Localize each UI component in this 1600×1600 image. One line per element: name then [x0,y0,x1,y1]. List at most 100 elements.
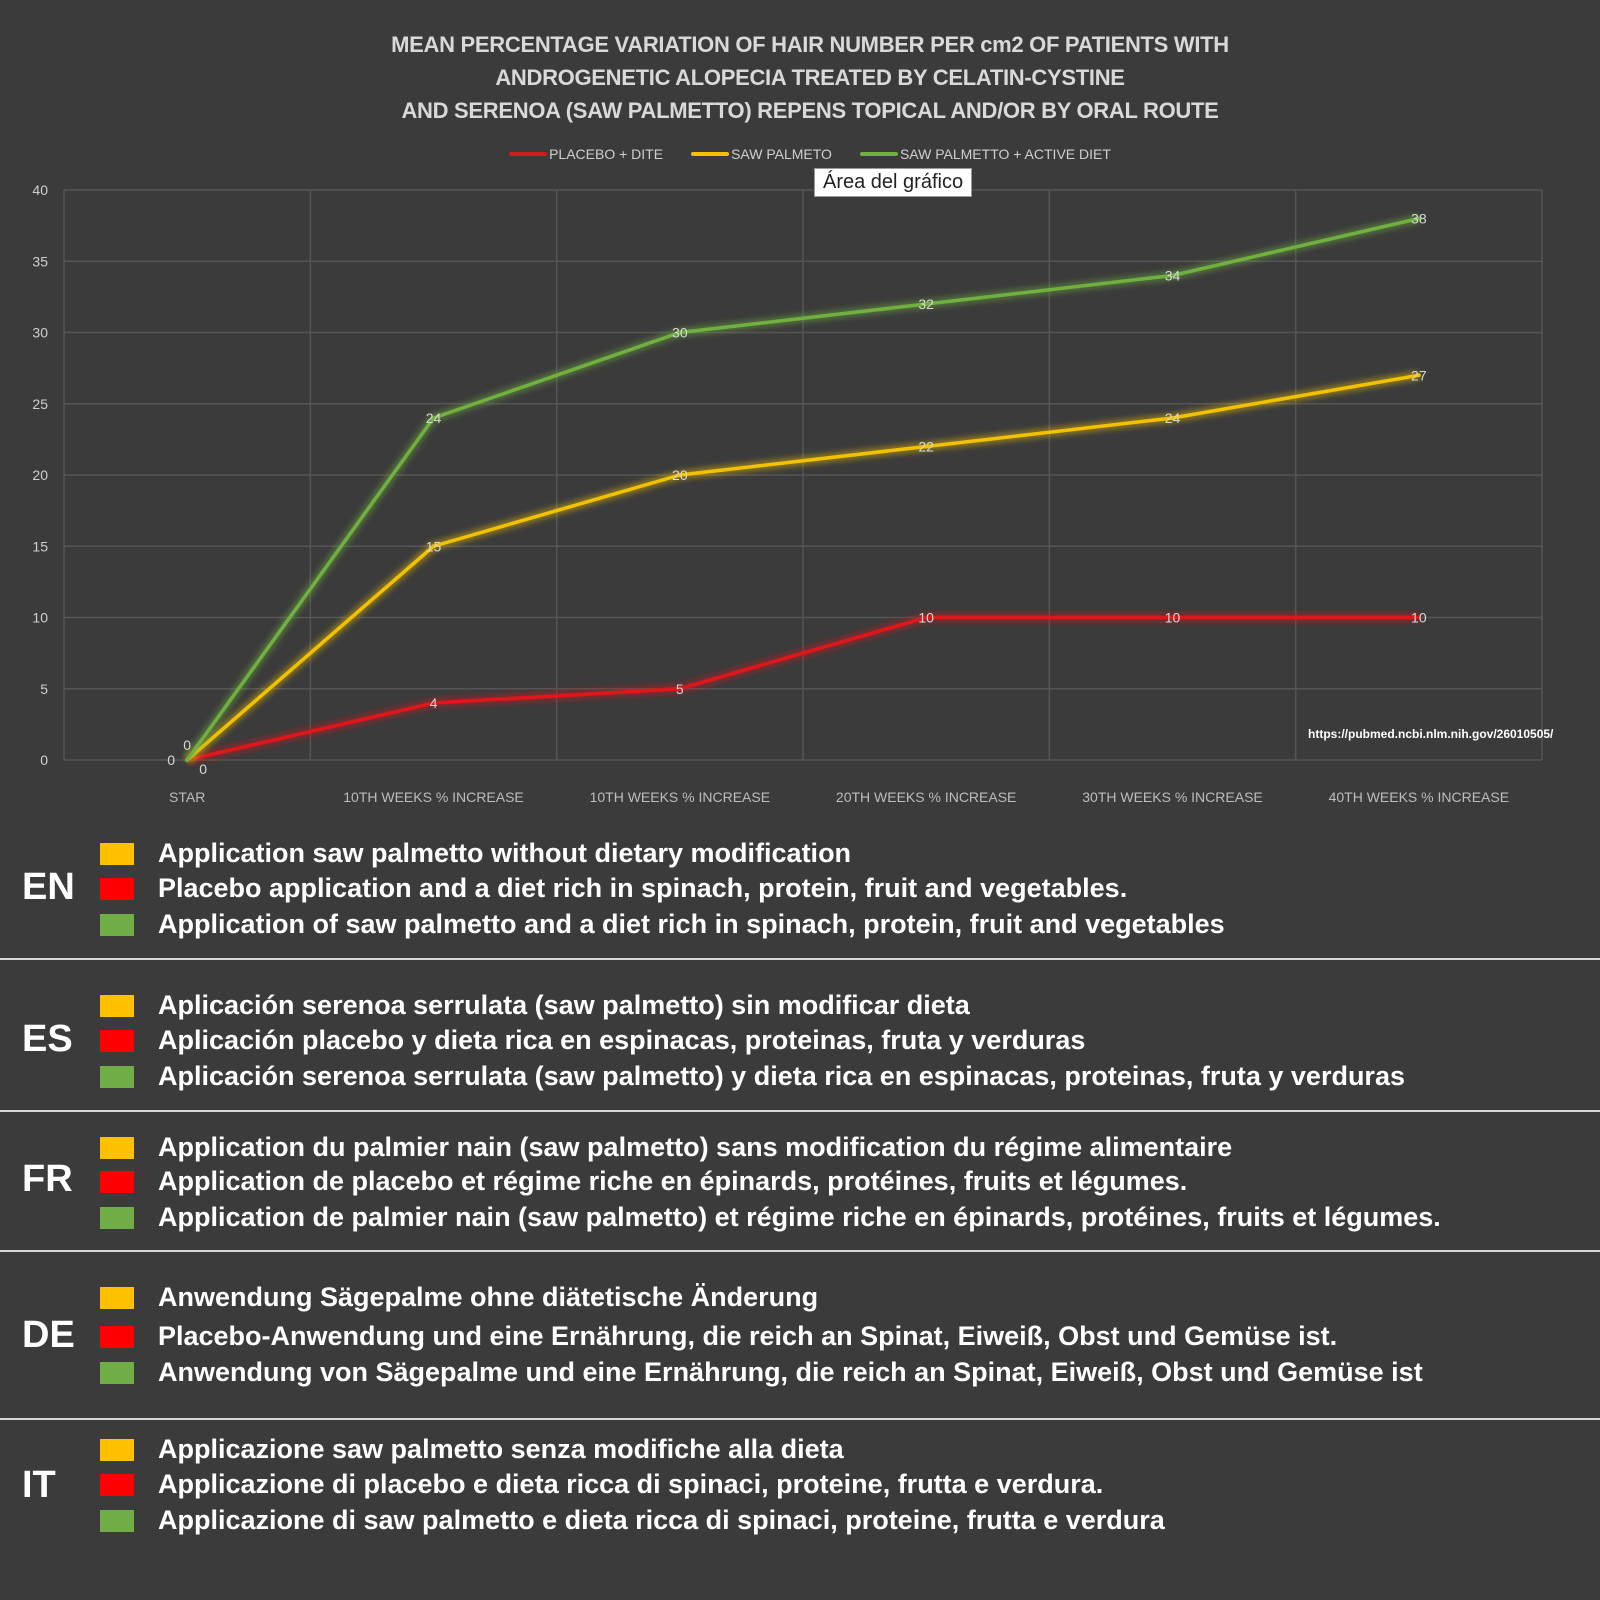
data-point [1170,615,1175,620]
legend-text: Applicazione di placebo e dieta ricca di… [158,1469,1104,1499]
data-point [924,302,929,306]
y-tick-label: 0 [40,752,48,768]
y-tick-label: 10 [32,610,48,626]
legend-row-red: Placebo-Anwendung und eine Ernährung, di… [100,1321,1337,1352]
data-point [677,330,682,335]
data-point [431,544,436,549]
data-point [677,686,682,691]
legend-item: SAW PALMETTO + ACTIVE DIET [859,146,1111,162]
data-point [1416,216,1421,221]
x-tick-label: 10TH WEEKS % INCREASE [343,789,524,805]
y-tick-label: 15 [32,538,48,554]
legend-text: Anwendung Sägepalme ohne diätetische Änd… [158,1282,819,1312]
legend-row-red: Placebo application and a diet rich in s… [100,873,1127,904]
data-point [431,701,436,705]
color-swatch [100,1206,134,1229]
data-label: 0 [183,737,191,753]
data-point [1416,615,1421,620]
data-label: 0 [199,761,207,777]
legend-text: Applicazione saw palmetto senza modifich… [158,1434,844,1464]
data-label: 20 [672,467,688,483]
data-label: 27 [1411,367,1427,383]
data-label: 0 [167,752,175,768]
series-line-2 [185,216,1420,762]
data-label: 22 [918,439,934,455]
legend-row-yellow: Application du palmier nain (saw palmett… [100,1132,1232,1163]
chart-area-tooltip: Área del gráfico [814,168,973,197]
legend-item: PLACEBO + DITE [509,146,663,162]
section-fr: FR Application du palmier nain (saw palme… [0,1112,1600,1252]
title-line: ANDROGENETIC ALOPECIA TREATED BY CELATIN… [495,65,1125,90]
legend-row-red: Aplicación placebo y dieta rica en espin… [100,1025,1085,1056]
section-en: EN Application saw palmetto without dieta… [0,820,1600,960]
legend-row-yellow: Applicazione saw palmetto senza modifich… [100,1434,844,1465]
x-tick-label: 30TH WEEKS % INCREASE [1082,789,1263,805]
data-label: 15 [426,538,442,554]
data-point [1170,273,1175,278]
color-swatch [100,1029,134,1052]
legend-text: Aplicación serenoa serrulata (saw palmet… [158,1061,1405,1091]
legend-row-yellow: Application saw palmetto without dietary… [100,838,851,869]
section-it: IT Applicazione saw palmetto senza modifi… [0,1420,1600,1600]
series-line-1 [186,373,1420,762]
title-line: AND SERENOA (SAW PALMETTO) REPENS TOPICA… [401,98,1219,123]
data-label: 4 [430,695,438,711]
y-tick-label: 40 [32,182,48,198]
language-code: DE [22,1314,75,1356]
language-code: EN [22,866,75,908]
legend-row-red: Applicazione di placebo e dieta ricca di… [100,1469,1103,1500]
legend-row-green: Application de palmier nain (saw palmett… [100,1202,1441,1233]
data-label: 10 [1411,610,1427,626]
data-point [677,473,682,477]
data-label: 5 [676,681,684,697]
legend-row-yellow: Anwendung Sägepalme ohne diätetische Änd… [100,1282,818,1313]
x-tick-label: STAR [169,789,205,805]
legend-text: Application of saw palmetto and a diet r… [158,909,1225,939]
legend-text: Application de placebo et régime riche e… [158,1166,1188,1196]
y-tick-label: 35 [32,253,48,269]
legend-text: Application du palmier nain (saw palmett… [158,1132,1233,1162]
color-swatch [100,1509,134,1532]
color-swatch [100,1325,134,1348]
legend-swatch [691,152,730,156]
language-code: FR [22,1158,73,1200]
x-tick-label: 40TH WEEKS % INCREASE [1329,789,1510,805]
color-swatch [100,1438,134,1461]
data-point [1416,373,1421,378]
legend-row-yellow: Aplicación serenoa serrulata (saw palmet… [100,990,970,1021]
legend-text: Anwendung von Sägepalme und eine Ernähru… [158,1357,1423,1387]
data-label: 24 [1165,410,1181,426]
data-label: 30 [672,325,688,341]
legend-swatch [509,152,548,156]
chart-title: MEAN PERCENTAGE VARIATION OF HAIR NUMBER… [0,28,1600,127]
section-es: ES Aplicación serenoa serrulata (saw palm… [0,962,1600,1112]
language-code: ES [22,1018,73,1060]
data-point [1170,416,1175,420]
color-swatch [100,1170,134,1193]
legend-row-green: Applicazione di saw palmetto e dieta ric… [100,1505,1165,1536]
legend-text: Application de palmier nain (saw palmett… [158,1202,1441,1232]
color-swatch [100,842,134,865]
legend-row-green: Aplicación serenoa serrulata (saw palmet… [100,1061,1405,1092]
data-point [185,758,190,762]
data-point [431,416,436,420]
legend-row-red: Application de placebo et régime riche e… [100,1166,1187,1197]
data-point [924,615,929,620]
data-label: 38 [1411,211,1427,227]
color-swatch [100,1473,134,1496]
data-label: 24 [426,410,442,426]
y-tick-label: 30 [32,325,48,341]
legend-text: Aplicación placebo y dieta rica en espin… [158,1025,1086,1055]
data-label: 10 [1165,610,1181,626]
source-url: https://pubmed.ncbi.nlm.nih.gov/26010505… [1308,727,1554,741]
color-swatch [100,913,134,936]
data-label: 10 [918,610,934,626]
legend-label: SAW PALMETO [731,146,832,162]
color-swatch [100,1136,134,1159]
data-point [924,444,929,449]
color-swatch [100,877,134,900]
data-label: 32 [918,296,934,312]
legend-text: Placebo application and a diet rich in s… [158,873,1128,903]
color-swatch [100,994,134,1017]
